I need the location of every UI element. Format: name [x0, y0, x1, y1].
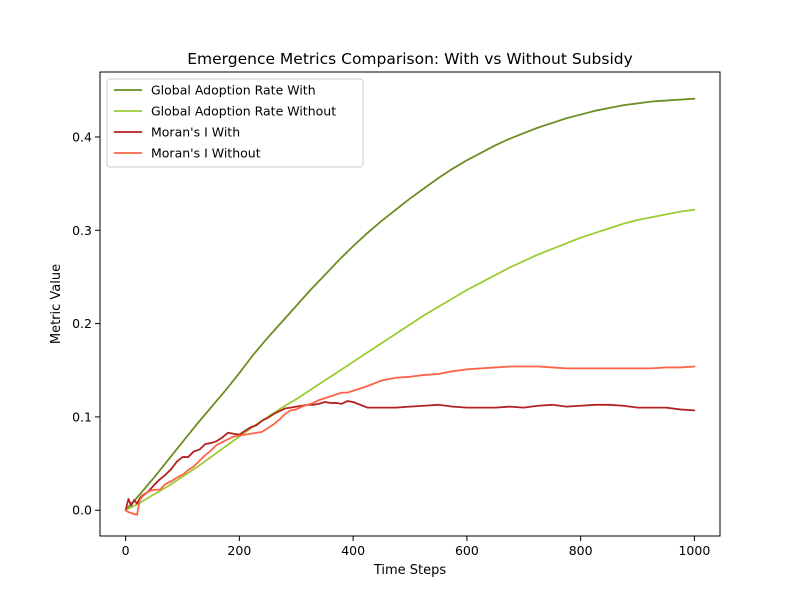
- x-tick-label: 200: [227, 543, 251, 558]
- series-line-0: [124, 97, 696, 512]
- y-tick-label: 0.3: [72, 223, 92, 238]
- legend: Global Adoption Rate With Global Adoption…: [106, 78, 364, 168]
- x-axis-label: Time Steps: [373, 563, 447, 578]
- legend-label-1: Global Adoption Rate Without: [151, 104, 336, 119]
- chart-title: Emergence Metrics Comparison: With vs Wi…: [187, 50, 633, 68]
- legend-label-2: Moran's I With: [151, 125, 240, 140]
- x-axis-ticks: 0 200 400 600 800 1000: [122, 536, 710, 558]
- legend-label-0: Global Adoption Rate With: [151, 83, 316, 98]
- y-tick-label: 0.1: [72, 409, 92, 424]
- series-line-3: [124, 365, 696, 516]
- x-tick-label: 600: [455, 543, 479, 558]
- x-tick-label: 1000: [678, 543, 710, 558]
- series-line-2: [124, 400, 696, 512]
- y-tick-label: 0.0: [72, 503, 92, 518]
- legend-box: [106, 78, 364, 168]
- series-layer: [124, 97, 696, 516]
- y-tick-label: 0.4: [72, 129, 92, 144]
- legend-label-3: Moran's I Without: [151, 146, 261, 161]
- x-tick-label: 0: [122, 543, 130, 558]
- plot-area-frame: [99, 71, 721, 537]
- y-axis-ticks: 0.0 0.1 0.2 0.3 0.4: [72, 129, 100, 518]
- x-tick-label: 800: [569, 543, 593, 558]
- y-axis-label: Metric Value: [49, 264, 64, 344]
- x-tick-label: 400: [341, 543, 365, 558]
- series-line-1: [124, 208, 696, 512]
- y-tick-label: 0.2: [72, 316, 92, 331]
